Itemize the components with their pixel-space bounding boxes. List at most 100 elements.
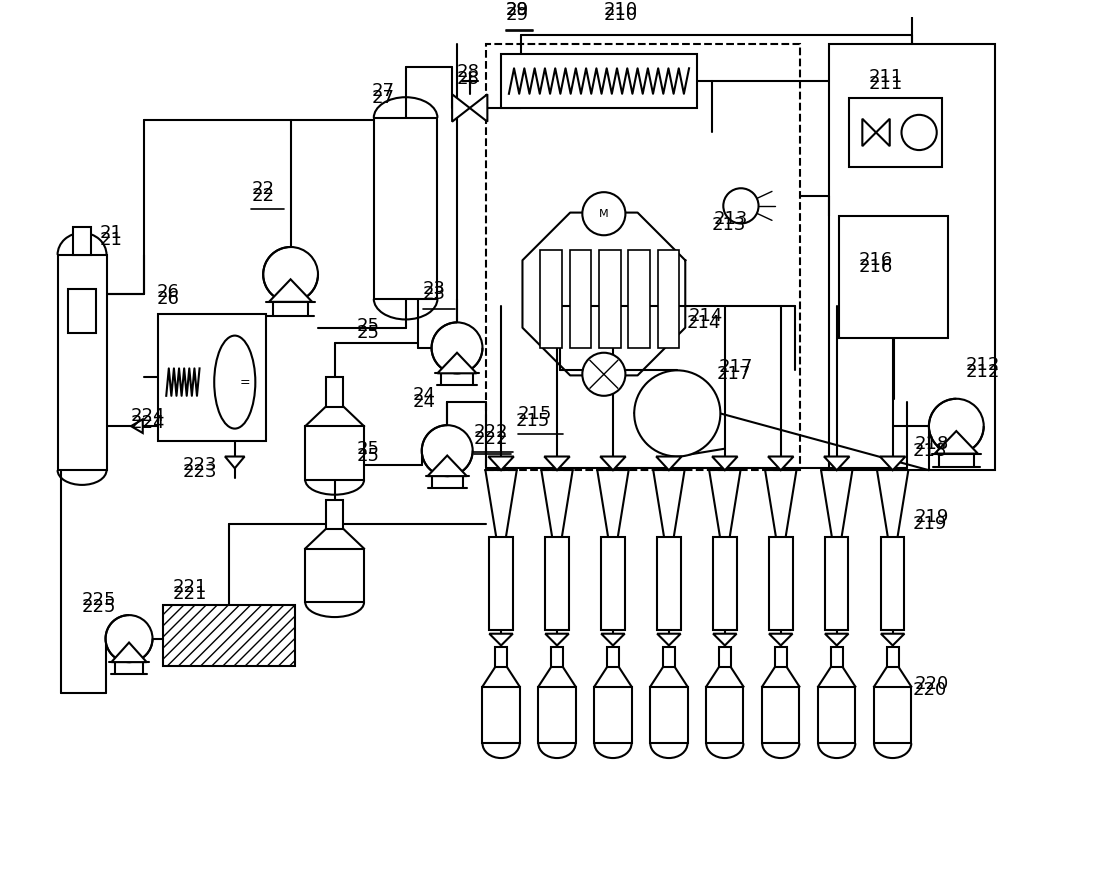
Polygon shape	[437, 353, 476, 374]
Bar	[159, 313, 266, 441]
Text: 213: 213	[713, 210, 748, 228]
Text: 213: 213	[712, 217, 746, 235]
Text: 214: 214	[689, 307, 723, 326]
Bar	[594, 686, 631, 744]
Polygon shape	[545, 634, 569, 645]
Bar	[570, 250, 591, 347]
Text: 28: 28	[457, 63, 479, 80]
Bar	[489, 537, 512, 629]
Polygon shape	[269, 279, 312, 302]
Circle shape	[929, 399, 984, 454]
Text: 220: 220	[912, 682, 947, 699]
Text: 23: 23	[423, 280, 445, 298]
Text: 216: 216	[858, 258, 893, 276]
Bar	[326, 499, 344, 529]
Text: 223: 223	[183, 457, 217, 474]
Bar	[713, 537, 736, 629]
Text: 25: 25	[356, 324, 379, 342]
Text: 215: 215	[516, 412, 550, 430]
Polygon shape	[489, 634, 512, 645]
Bar	[602, 537, 625, 629]
Polygon shape	[880, 457, 906, 471]
Polygon shape	[825, 634, 849, 645]
Polygon shape	[876, 119, 889, 146]
Bar	[483, 686, 520, 744]
Text: 26: 26	[156, 290, 180, 308]
Polygon shape	[713, 634, 736, 645]
Circle shape	[106, 615, 152, 662]
Bar	[658, 250, 679, 347]
Text: 222: 222	[474, 423, 508, 441]
Circle shape	[432, 322, 483, 374]
Bar	[73, 228, 90, 255]
Text: 29: 29	[506, 1, 529, 19]
Polygon shape	[601, 457, 626, 471]
Bar	[719, 648, 731, 667]
Bar	[829, 45, 995, 471]
Bar	[818, 686, 855, 744]
Polygon shape	[824, 457, 850, 471]
Polygon shape	[656, 457, 682, 471]
Text: 210: 210	[604, 1, 638, 19]
Polygon shape	[880, 634, 905, 645]
Polygon shape	[544, 457, 570, 471]
Text: 27: 27	[371, 89, 395, 107]
Text: 221: 221	[173, 585, 207, 602]
Bar	[763, 686, 799, 744]
Text: 210: 210	[604, 6, 638, 24]
Bar	[831, 648, 843, 667]
Text: 21: 21	[99, 224, 122, 242]
Text: 29: 29	[506, 6, 529, 24]
Polygon shape	[934, 431, 977, 454]
Text: 211: 211	[868, 67, 903, 86]
Bar	[305, 426, 364, 480]
Text: 22: 22	[251, 187, 274, 205]
Text: 217: 217	[719, 358, 753, 376]
Bar	[57, 255, 107, 471]
Bar	[628, 250, 650, 347]
Text: 223: 223	[183, 464, 217, 481]
Text: 212: 212	[966, 356, 1001, 375]
Circle shape	[723, 189, 758, 223]
Circle shape	[901, 115, 937, 150]
Circle shape	[582, 353, 626, 395]
Text: 219: 219	[915, 508, 949, 526]
Bar	[501, 54, 696, 108]
Text: 23: 23	[423, 285, 445, 303]
Bar	[545, 537, 569, 629]
Text: 218: 218	[915, 435, 949, 453]
Bar	[880, 537, 905, 629]
Polygon shape	[452, 94, 469, 121]
Text: 224: 224	[131, 414, 165, 432]
Circle shape	[582, 192, 626, 235]
Text: 24: 24	[413, 386, 436, 403]
Text: 220: 220	[915, 675, 949, 692]
Polygon shape	[225, 457, 245, 468]
Bar	[874, 686, 911, 744]
Bar	[326, 377, 344, 407]
Bar	[650, 686, 688, 744]
Ellipse shape	[214, 335, 256, 429]
Bar	[551, 648, 563, 667]
Text: 222: 222	[474, 430, 508, 448]
Text: 214: 214	[687, 314, 722, 333]
Polygon shape	[657, 634, 681, 645]
Bar	[599, 250, 620, 347]
Polygon shape	[131, 419, 143, 433]
Bar	[887, 648, 898, 667]
Bar	[374, 118, 437, 299]
Text: =: =	[239, 375, 250, 388]
Text: 26: 26	[156, 283, 180, 301]
Bar	[607, 648, 619, 667]
Text: 29: 29	[506, 1, 529, 19]
Bar	[663, 648, 674, 667]
Circle shape	[263, 247, 318, 302]
Text: 212: 212	[966, 363, 1001, 382]
Text: 27: 27	[371, 82, 395, 100]
Bar	[495, 648, 507, 667]
Polygon shape	[111, 643, 147, 662]
Text: 25: 25	[356, 317, 379, 335]
Text: 211: 211	[868, 74, 903, 93]
Circle shape	[422, 425, 473, 476]
Text: 215: 215	[518, 405, 552, 423]
